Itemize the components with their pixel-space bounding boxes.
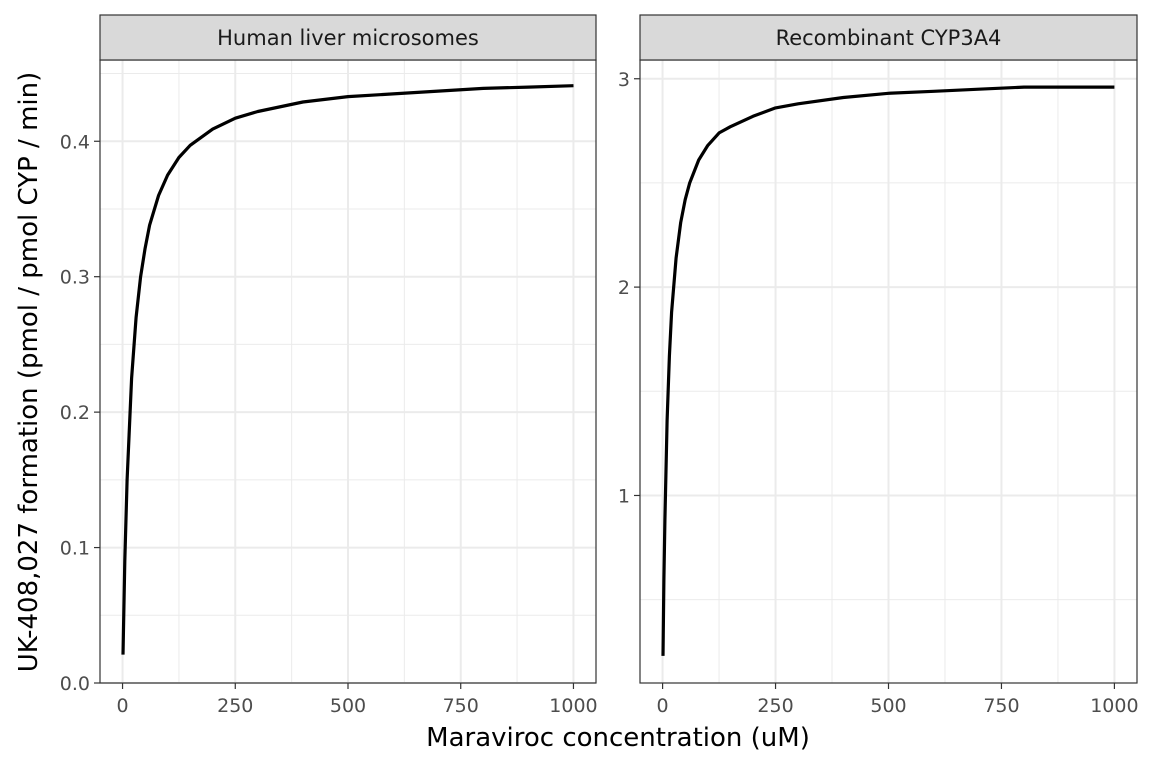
y-tick-label: 0.2 bbox=[60, 402, 90, 424]
series-line bbox=[121, 84, 574, 655]
y-tick-label: 0.4 bbox=[60, 131, 90, 153]
series-line bbox=[661, 85, 1115, 656]
panel-2: Recombinant CYP3A4 0 250 500 750 1000 1 2 3 bbox=[618, 14, 1139, 717]
y-tick-label: 0.3 bbox=[60, 267, 90, 289]
y-tick-label: 0.1 bbox=[60, 538, 90, 560]
facet-strip bbox=[639, 14, 1138, 61]
facet-strip-label: Human liver microsomes bbox=[217, 26, 479, 50]
x-tick-label: 500 bbox=[870, 695, 906, 717]
x-tick-label: 500 bbox=[330, 695, 366, 717]
y-tick-label: 2 bbox=[618, 277, 630, 299]
y-tick-label: 1 bbox=[618, 485, 630, 507]
y-tick-label: 0.0 bbox=[60, 673, 90, 695]
x-tick-label: 1000 bbox=[549, 695, 597, 717]
x-tick-label: 750 bbox=[443, 695, 479, 717]
x-tick-label: 250 bbox=[757, 695, 793, 717]
y-axis-title: UK-408,027 formation (pmol / pmol CYP / … bbox=[14, 72, 44, 672]
x-tick-label: 0 bbox=[116, 695, 128, 717]
panel-1: Human liver microsomes 0 250 500 750 1000 0.0 0… bbox=[60, 14, 598, 717]
x-tick-label: 0 bbox=[657, 695, 669, 717]
facet-strip bbox=[99, 14, 597, 61]
panels-layer: Human liver microsomes 0 250 500 750 1000 0.0 0… bbox=[60, 14, 1139, 717]
x-axis-title: Maraviroc concentration (uM) bbox=[426, 723, 810, 753]
y-tick-label: 3 bbox=[618, 69, 630, 91]
x-tick-label: 750 bbox=[983, 695, 1019, 717]
facet-strip-label: Recombinant CYP3A4 bbox=[776, 26, 1002, 50]
x-tick-label: 1000 bbox=[1090, 695, 1138, 717]
x-tick-label: 250 bbox=[217, 695, 253, 717]
